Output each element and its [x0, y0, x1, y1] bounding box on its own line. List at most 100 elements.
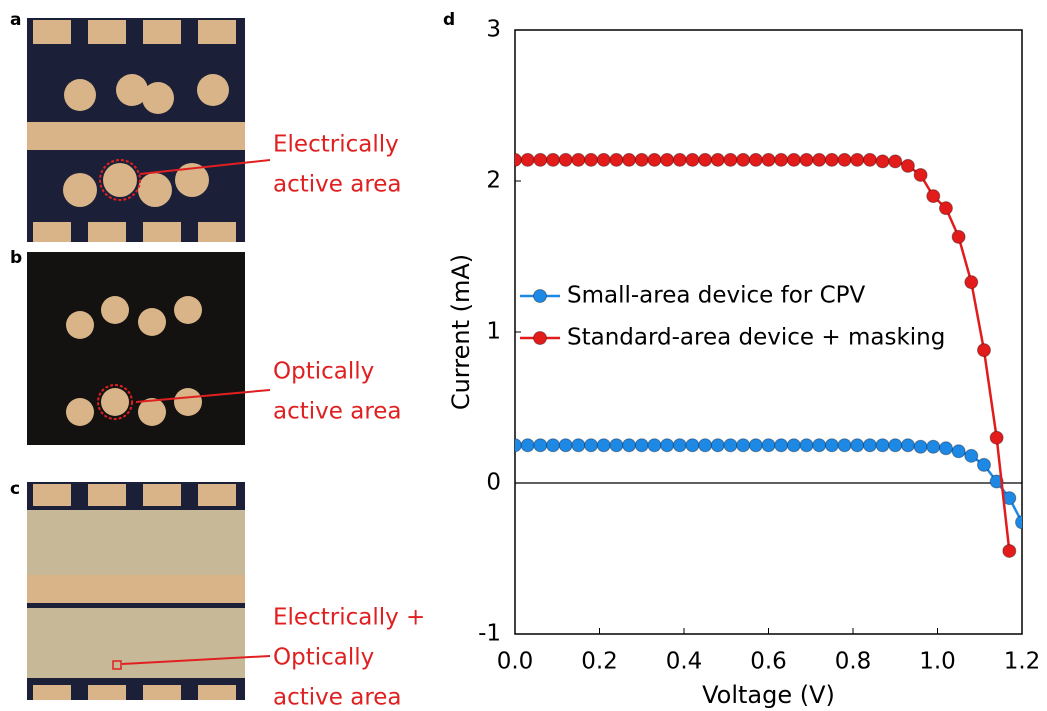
y-tick-label: 1: [486, 319, 501, 345]
x-axis-label: Voltage (V): [702, 681, 835, 709]
annotation: Electrically: [273, 132, 399, 158]
data-point: [889, 439, 902, 452]
plot-area: [509, 153, 1029, 557]
data-point: [787, 439, 800, 452]
data-point: [635, 153, 648, 166]
data-point: [914, 440, 927, 453]
y-tick-label: 2: [486, 168, 501, 194]
data-point: [825, 153, 838, 166]
data-point: [800, 153, 813, 166]
data-point: [813, 439, 826, 452]
data-point: [939, 442, 952, 455]
data-point: [572, 153, 585, 166]
data-point: [597, 439, 610, 452]
data-point: [711, 439, 724, 452]
data-point: [610, 153, 623, 166]
data-point: [737, 153, 750, 166]
data-point: [572, 439, 585, 452]
legend-marker: [534, 290, 547, 303]
panel-label: a: [10, 10, 21, 30]
data-point: [623, 439, 636, 452]
panel-label: c: [10, 479, 20, 499]
data-point: [838, 439, 851, 452]
data-point: [851, 439, 864, 452]
x-tick-label: 0.6: [750, 649, 787, 675]
data-point: [876, 155, 889, 168]
data-point: [585, 153, 598, 166]
x-tick-label: 0.0: [497, 649, 534, 675]
x-tick-label: 0.2: [581, 649, 618, 675]
photo-c: [27, 482, 270, 700]
data-point: [559, 153, 572, 166]
data-point: [939, 202, 952, 215]
data-point: [965, 276, 978, 289]
data-point: [534, 439, 547, 452]
data-point: [863, 153, 876, 166]
legend-marker: [534, 332, 547, 345]
data-point: [673, 439, 686, 452]
data-point: [813, 153, 826, 166]
x-tick-label: 0.8: [835, 649, 872, 675]
data-point: [509, 439, 522, 452]
data-point: [990, 431, 1003, 444]
annotation: active area: [273, 685, 402, 711]
data-point: [686, 439, 699, 452]
data-point: [851, 153, 864, 166]
photo-b: [27, 252, 270, 445]
series-line: [515, 160, 1009, 551]
photo-a: [27, 18, 270, 242]
data-point: [977, 344, 990, 357]
data-point: [699, 439, 712, 452]
data-point: [749, 439, 762, 452]
data-point: [927, 190, 940, 203]
data-point: [610, 439, 623, 452]
data-point: [863, 439, 876, 452]
data-point: [952, 230, 965, 243]
data-point: [547, 153, 560, 166]
data-point: [1016, 516, 1029, 529]
data-point: [800, 439, 813, 452]
y-tick-label: 0: [486, 470, 501, 496]
data-point: [585, 439, 598, 452]
legend-label: Small-area device for CPV: [567, 283, 866, 309]
data-point: [977, 458, 990, 471]
data-point: [775, 153, 788, 166]
data-point: [673, 153, 686, 166]
series-line: [515, 445, 1022, 522]
data-point: [661, 439, 674, 452]
data-point: [661, 153, 674, 166]
data-point: [648, 439, 661, 452]
data-point: [901, 439, 914, 452]
y-axis-label: Current (mA): [447, 254, 475, 410]
annotation: Optically: [273, 359, 374, 385]
data-point: [762, 439, 775, 452]
y-tick-label: 3: [486, 17, 501, 43]
data-point: [889, 155, 902, 168]
annotation: Optically: [273, 645, 374, 671]
data-point: [838, 153, 851, 166]
data-point: [724, 439, 737, 452]
data-point: [635, 439, 648, 452]
data-point: [1003, 544, 1016, 557]
data-point: [547, 439, 560, 452]
data-point: [762, 153, 775, 166]
data-point: [534, 153, 547, 166]
panel-label: b: [10, 248, 22, 268]
annotation: Electrically +: [273, 605, 425, 631]
y-tick-label: -1: [478, 621, 501, 647]
data-point: [711, 153, 724, 166]
annotation: active area: [273, 399, 402, 425]
data-point: [965, 449, 978, 462]
data-point: [724, 153, 737, 166]
data-point: [699, 153, 712, 166]
data-point: [901, 159, 914, 172]
data-point: [952, 445, 965, 458]
data-point: [686, 153, 699, 166]
data-point: [737, 439, 750, 452]
x-tick-label: 1.2: [1004, 649, 1041, 675]
legend-label: Standard-area device + masking: [567, 325, 945, 351]
data-point: [623, 153, 636, 166]
data-point: [914, 168, 927, 181]
data-point: [559, 439, 572, 452]
figure: a Electrically active area b Optically active…: [0, 0, 1047, 711]
